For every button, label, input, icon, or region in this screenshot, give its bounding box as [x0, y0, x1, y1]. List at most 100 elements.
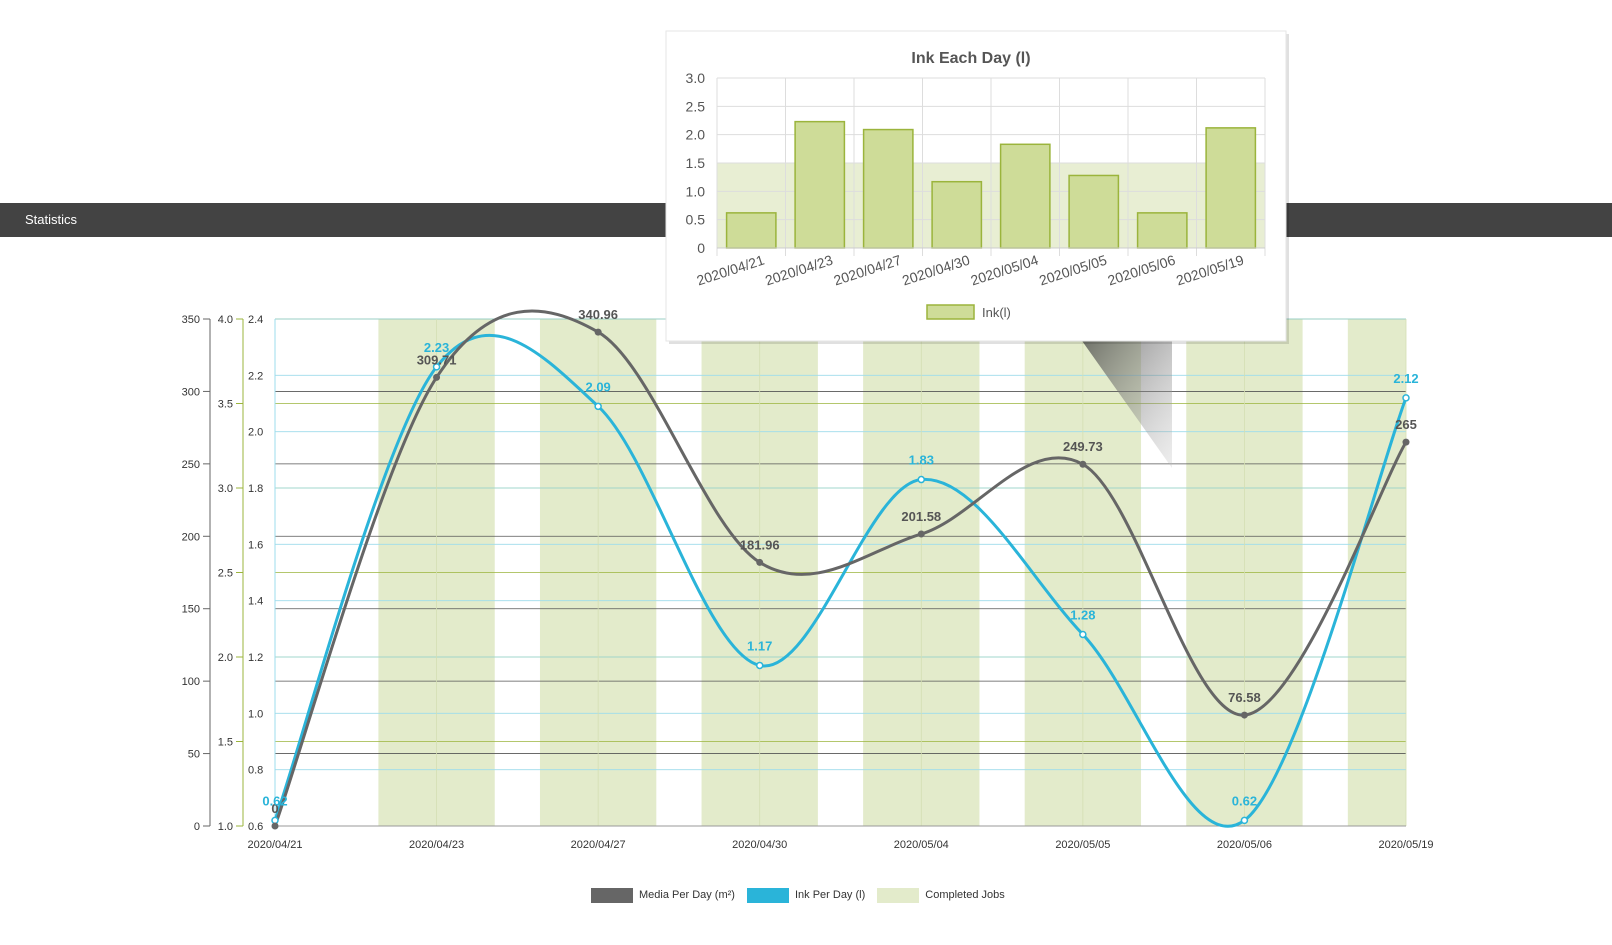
ink-tick-label: 1.8 [248, 483, 263, 495]
ink-point [1240, 816, 1249, 825]
media-data-label: 265 [1395, 417, 1417, 432]
tooltip-bar [862, 128, 914, 249]
media-data-label: 249.73 [1063, 439, 1103, 454]
tooltip-y-tick-label: 0 [697, 240, 705, 256]
ink-data-label: 2.09 [585, 379, 610, 394]
tooltip-bar [1068, 174, 1120, 249]
tooltip-bar [794, 120, 846, 249]
ink-data-label: 1.83 [909, 453, 934, 468]
legend-swatch-media [591, 887, 633, 903]
ink-data-label: 1.28 [1070, 607, 1095, 622]
tooltip-bar [1136, 212, 1188, 249]
ink-tick-label: 1.0 [248, 708, 263, 720]
x-tick-label: 2020/05/06 [1217, 839, 1272, 851]
legend-item-media[interactable]: Media Per Day (m²) [591, 887, 735, 903]
tooltip-bar [999, 143, 1051, 249]
tooltip-legend-swatch [926, 304, 975, 320]
ink-data-label: 2.12 [1393, 371, 1418, 386]
media-point [271, 822, 279, 830]
media-tick-label: 200 [182, 531, 200, 543]
tooltip-y-tick-label: 1.5 [686, 155, 706, 171]
ink-point [594, 402, 602, 411]
chart-legend: Media Per Day (m²) Ink Per Day (l) Compl… [591, 886, 1017, 904]
legend-swatch-ink [746, 887, 789, 903]
media-tick-label: 250 [182, 459, 200, 471]
ink-tick-label: 1.4 [248, 596, 263, 608]
tooltip-y-tick-label: 2.0 [686, 127, 706, 143]
ink-tick-label: 1.6 [248, 539, 263, 551]
tooltip-pointer [1080, 338, 1172, 468]
media-data-label: 201.58 [901, 509, 941, 524]
tooltip-bar [725, 212, 777, 249]
ink-point [917, 475, 926, 484]
media-tick-label: 0 [194, 821, 200, 833]
media-tick-label: 300 [182, 386, 200, 398]
ink-tick-label: 2.2 [248, 370, 263, 382]
tooltip-chart-title: Ink Each Day (l) [911, 50, 1030, 67]
legend-label-media: Media Per Day (m²) [639, 889, 735, 901]
ink-tick-label: 1.2 [248, 652, 263, 664]
jobs-tick-label: 4.0 [218, 314, 233, 326]
data-labels: 0 309.71 340.96 181.96 201.58 249.73 76.58 265 0… [262, 307, 1418, 816]
tooltip-bar [931, 180, 983, 249]
media-data-label: 309.71 [417, 352, 457, 367]
jobs-tick-label: 1.0 [218, 821, 233, 833]
ink-data-label: 1.17 [747, 638, 772, 653]
ink-tick-label: 0.8 [248, 765, 263, 777]
media-point [1402, 438, 1410, 446]
tooltip-bar [1205, 127, 1257, 249]
ink-tick-label: 2.0 [248, 427, 263, 439]
ink-data-label: 2.23 [424, 340, 449, 355]
ink-point [432, 363, 441, 371]
jobs-tick-label: 3.0 [218, 483, 233, 495]
ink-data-label: 0.62 [262, 793, 287, 808]
legend-item-ink[interactable]: Ink Per Day (l) [746, 887, 866, 903]
tooltip-y-tick-label: 0.5 [686, 212, 706, 228]
ink-point [755, 661, 764, 670]
ink-tick-label: 2.4 [248, 314, 263, 326]
page-title: Statistics [25, 212, 78, 227]
x-tick-label: 2020/05/19 [1378, 839, 1433, 851]
media-point [756, 558, 764, 566]
media-data-label: 0 [271, 801, 278, 816]
jobs-tick-label: 2.5 [218, 568, 233, 580]
x-tick-label: 2020/04/21 [247, 839, 302, 851]
media-data-label: 340.96 [578, 307, 618, 322]
jobs-tick-label: 3.5 [218, 399, 233, 411]
media-point [1240, 711, 1248, 719]
ink-point [1079, 630, 1087, 639]
media-data-label: 76.58 [1228, 690, 1261, 705]
legend-label-ink: Ink Per Day (l) [794, 889, 866, 901]
media-point [594, 328, 602, 336]
x-tick-label: 2020/04/27 [571, 839, 626, 851]
x-tick-label: 2020/04/23 [409, 839, 464, 851]
ink-tick-label: 0.6 [248, 821, 263, 833]
x-tick-label: 2020/04/30 [732, 839, 787, 851]
media-point [917, 530, 925, 538]
jobs-tick-label: 2.0 [218, 652, 233, 664]
legend-swatch-jobs [877, 887, 920, 903]
legend-label-jobs: Completed Jobs [925, 889, 1005, 901]
jobs-tick-label: 1.5 [218, 737, 233, 749]
media-tick-label: 100 [182, 676, 200, 688]
ink-point [1402, 394, 1410, 402]
media-point [433, 373, 441, 381]
media-data-label: 181.96 [740, 537, 780, 552]
tooltip-y-tick-label: 3.0 [686, 70, 706, 86]
tooltip-y-tick-label: 1.0 [686, 183, 706, 199]
media-tick-label: 150 [182, 604, 200, 616]
series-lines [271, 309, 1410, 830]
media-tick-label: 350 [182, 314, 200, 326]
ink-data-label: 0.62 [1232, 793, 1257, 808]
tooltip-bars [725, 120, 1257, 249]
axes: 0 50 100 150 200 250 300 350 1.0 1.5 2.0 2.5 3.0 3.5 4… [182, 314, 1434, 851]
x-tick-label: 2020/05/04 [894, 839, 949, 851]
media-tick-label: 50 [188, 749, 200, 761]
tooltip-y-tick-label: 2.5 [686, 98, 706, 114]
legend-item-jobs[interactable]: Completed Jobs [877, 887, 1005, 903]
media-point [1079, 460, 1087, 468]
media-series-line [273, 309, 1408, 827]
tooltip-legend-label: Ink(l) [982, 305, 1011, 320]
